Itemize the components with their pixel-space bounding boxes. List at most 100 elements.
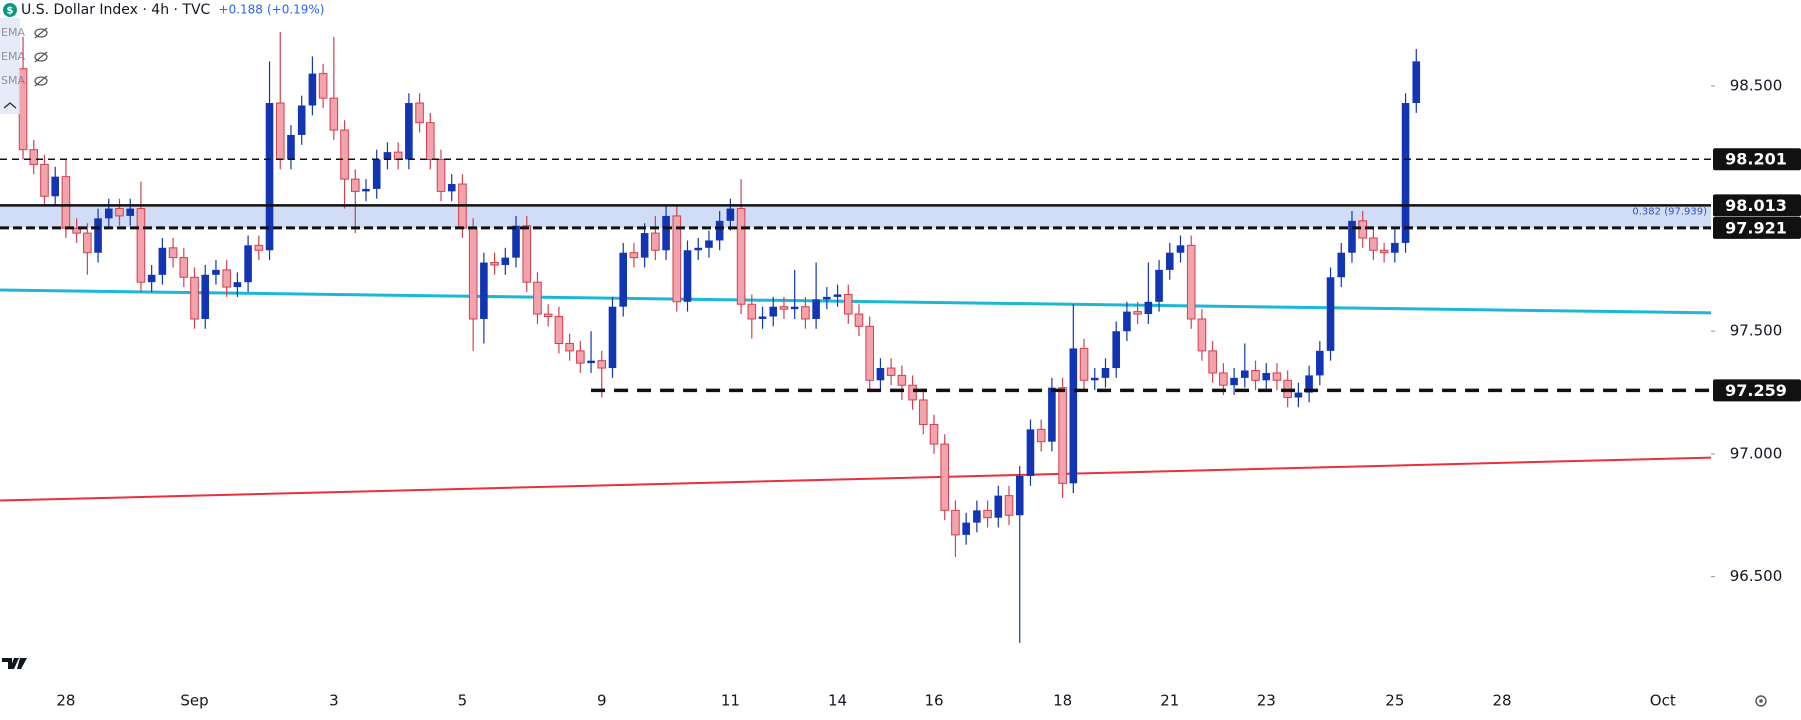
- candle-body: [1369, 237, 1378, 251]
- level-price-label: 97.259: [1725, 381, 1787, 400]
- candle-body: [1391, 242, 1399, 253]
- candle-body: [158, 247, 167, 275]
- candle-body: [587, 360, 595, 364]
- visibility-toggle-slash: [34, 75, 48, 87]
- candle-body: [222, 269, 231, 288]
- indicator-label: EMA: [1, 50, 25, 63]
- y-tick-label: 97.500: [1730, 322, 1783, 340]
- candle-body: [212, 269, 220, 275]
- candle-body: [973, 510, 981, 523]
- price-axis: [1711, 0, 1801, 687]
- candle-body: [608, 306, 617, 369]
- candle-body: [1197, 318, 1207, 352]
- candle-body: [1230, 377, 1238, 386]
- visibility-toggle[interactable]: [34, 76, 48, 86]
- tv-logo[interactable]: [2, 658, 27, 669]
- candle-body: [115, 208, 124, 217]
- candle-body: [1251, 369, 1260, 381]
- change-percent: (+0.19%): [267, 3, 325, 17]
- candle-body: [1165, 252, 1174, 270]
- candle-body: [833, 294, 842, 297]
- candle-body: [651, 232, 660, 251]
- y-tick-label: 98.500: [1730, 76, 1783, 94]
- candle-body: [1272, 372, 1282, 381]
- candle-body: [287, 134, 295, 160]
- x-tick-label: 3: [329, 692, 339, 710]
- candle-body: [918, 399, 928, 425]
- candle-body: [790, 306, 799, 310]
- candle-body: [104, 208, 113, 219]
- candle-body: [51, 176, 59, 197]
- candle-body: [94, 218, 102, 253]
- x-tick-label: 9: [597, 692, 607, 710]
- candle-body: [726, 208, 735, 221]
- x-tick-label: Oct: [1650, 692, 1676, 710]
- symbol-logo: [3, 3, 17, 17]
- candle-body: [1058, 387, 1067, 484]
- candle-body: [597, 360, 607, 369]
- candle-body: [1294, 392, 1303, 398]
- x-tick-label: 28: [56, 692, 75, 710]
- collapse-caret[interactable]: [3, 102, 17, 109]
- candle-body: [897, 374, 907, 386]
- candle-body: [983, 509, 992, 519]
- candle-body: [254, 244, 264, 251]
- level-price-box: [1713, 216, 1801, 239]
- y-tick-label: 96.500: [1730, 567, 1783, 585]
- candle-body: [865, 325, 875, 381]
- indicator-legend: EMA EMA SMA: [1, 26, 48, 87]
- candle-body: [318, 73, 328, 99]
- level-price-box: [1713, 148, 1801, 171]
- candle-body: [40, 163, 49, 197]
- visibility-toggle-slash: [34, 51, 48, 63]
- candle-body: [672, 215, 682, 303]
- visibility-toggle[interactable]: [34, 52, 48, 62]
- level-price-label: 98.013: [1725, 196, 1787, 215]
- candle-body: [629, 252, 639, 259]
- candle-body: [405, 103, 413, 160]
- candle-body: [1144, 301, 1153, 315]
- candle-body: [1262, 372, 1271, 381]
- visibility-toggle-slash: [34, 27, 48, 39]
- candle-body: [533, 281, 542, 315]
- candle-body: [1015, 475, 1024, 516]
- settings-icon-center[interactable]: [1759, 699, 1763, 703]
- settings-icon[interactable]: [1755, 695, 1767, 707]
- candle-body: [168, 247, 178, 259]
- candle-body: [383, 152, 392, 160]
- candle-body: [1401, 103, 1410, 243]
- candle-body: [233, 282, 242, 288]
- x-tick-label: 5: [458, 692, 468, 710]
- candle-body: [329, 97, 339, 131]
- candle-body: [490, 262, 499, 266]
- candle-body: [447, 184, 456, 192]
- candle-body: [126, 208, 135, 216]
- candle-body: [705, 240, 713, 248]
- legend-panel[interactable]: [0, 18, 20, 114]
- y-tick-label: 97.000: [1730, 444, 1783, 462]
- candle-body: [265, 103, 274, 251]
- x-tick-label: 16: [924, 692, 943, 710]
- candle-body: [876, 368, 885, 381]
- candle-body: [1090, 377, 1099, 381]
- candle-body: [640, 233, 649, 258]
- candle-body: [843, 293, 853, 315]
- candle-body: [480, 262, 488, 319]
- fib-zone: [0, 205, 1711, 228]
- candle-body: [1036, 428, 1046, 443]
- candle-body: [362, 188, 370, 192]
- x-tick-label: Sep: [180, 692, 208, 710]
- candle-body: [736, 208, 746, 305]
- candle-body: [1101, 368, 1110, 378]
- candle-body: [801, 306, 810, 320]
- candle-body: [136, 208, 146, 283]
- candle-body: [565, 343, 574, 352]
- candle-body: [929, 423, 939, 445]
- level-price-label: 97.921: [1725, 218, 1787, 237]
- level-price-box: [1713, 194, 1801, 217]
- indicator-label: EMA: [1, 26, 25, 39]
- candle-body: [1379, 249, 1389, 254]
- visibility-toggle[interactable]: [34, 28, 48, 38]
